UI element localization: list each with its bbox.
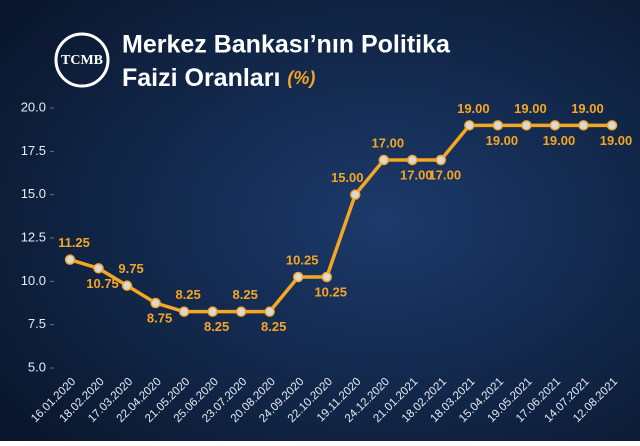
- point: [64, 254, 76, 265]
- point: [407, 154, 418, 166]
- data-label: 10.25: [314, 284, 347, 299]
- point: [321, 271, 332, 283]
- point: [578, 120, 589, 131]
- point: [207, 306, 218, 317]
- point: [150, 297, 161, 309]
- data-label: 8.25: [175, 287, 200, 302]
- data-label: 17.00: [372, 135, 405, 150]
- data-label: 8.25: [233, 287, 258, 302]
- y-tick-label: 10.0: [21, 273, 46, 288]
- data-label: 19.00: [514, 101, 547, 116]
- point: [93, 263, 104, 274]
- data-label: 17.00: [400, 167, 433, 182]
- data-label: 9.75: [118, 261, 143, 276]
- chart-title-line: Faizi Oranları: [122, 64, 280, 92]
- point: [264, 306, 275, 317]
- y-tick-label: 7.5: [28, 316, 46, 331]
- y-tick-label: 5.0: [28, 359, 46, 374]
- point: [521, 120, 532, 131]
- data-label: 19.00: [571, 101, 604, 116]
- data-label: 8.75: [147, 310, 172, 325]
- point: [121, 280, 133, 291]
- y-tick-label: 17.5: [21, 143, 46, 158]
- data-label: 10.75: [86, 276, 119, 291]
- point: [235, 306, 247, 317]
- chart-title: Merkez Bankası’nın Politika: [122, 31, 451, 59]
- logo-text: TCMB: [61, 53, 103, 68]
- point: [350, 189, 361, 200]
- data-label: 8.25: [204, 319, 229, 334]
- data-label: 8.25: [261, 319, 286, 334]
- y-tick-label: 12.5: [21, 229, 46, 244]
- data-label: 15.00: [331, 170, 364, 185]
- y-tick-label: 15.0: [21, 186, 46, 201]
- logo: TCMB: [54, 32, 110, 88]
- data-label: 10.25: [286, 252, 319, 267]
- y-tick-label: 20.0: [21, 99, 46, 114]
- point: [549, 120, 561, 131]
- data-label: 17.00: [429, 167, 462, 182]
- data-label: 19.00: [457, 101, 490, 116]
- point: [464, 120, 475, 131]
- unit: (%): [287, 68, 315, 88]
- data-label: 19.00: [543, 133, 576, 148]
- data-label: 11.25: [58, 235, 90, 250]
- data-label: 19.00: [600, 133, 633, 148]
- point: [378, 154, 390, 166]
- point: [178, 306, 190, 317]
- point: [435, 154, 447, 166]
- point: [292, 271, 304, 283]
- point: [606, 120, 618, 131]
- data-label: 19.00: [486, 133, 519, 148]
- point: [492, 120, 504, 131]
- chart-title: Faizi Oranları (%): [122, 64, 315, 92]
